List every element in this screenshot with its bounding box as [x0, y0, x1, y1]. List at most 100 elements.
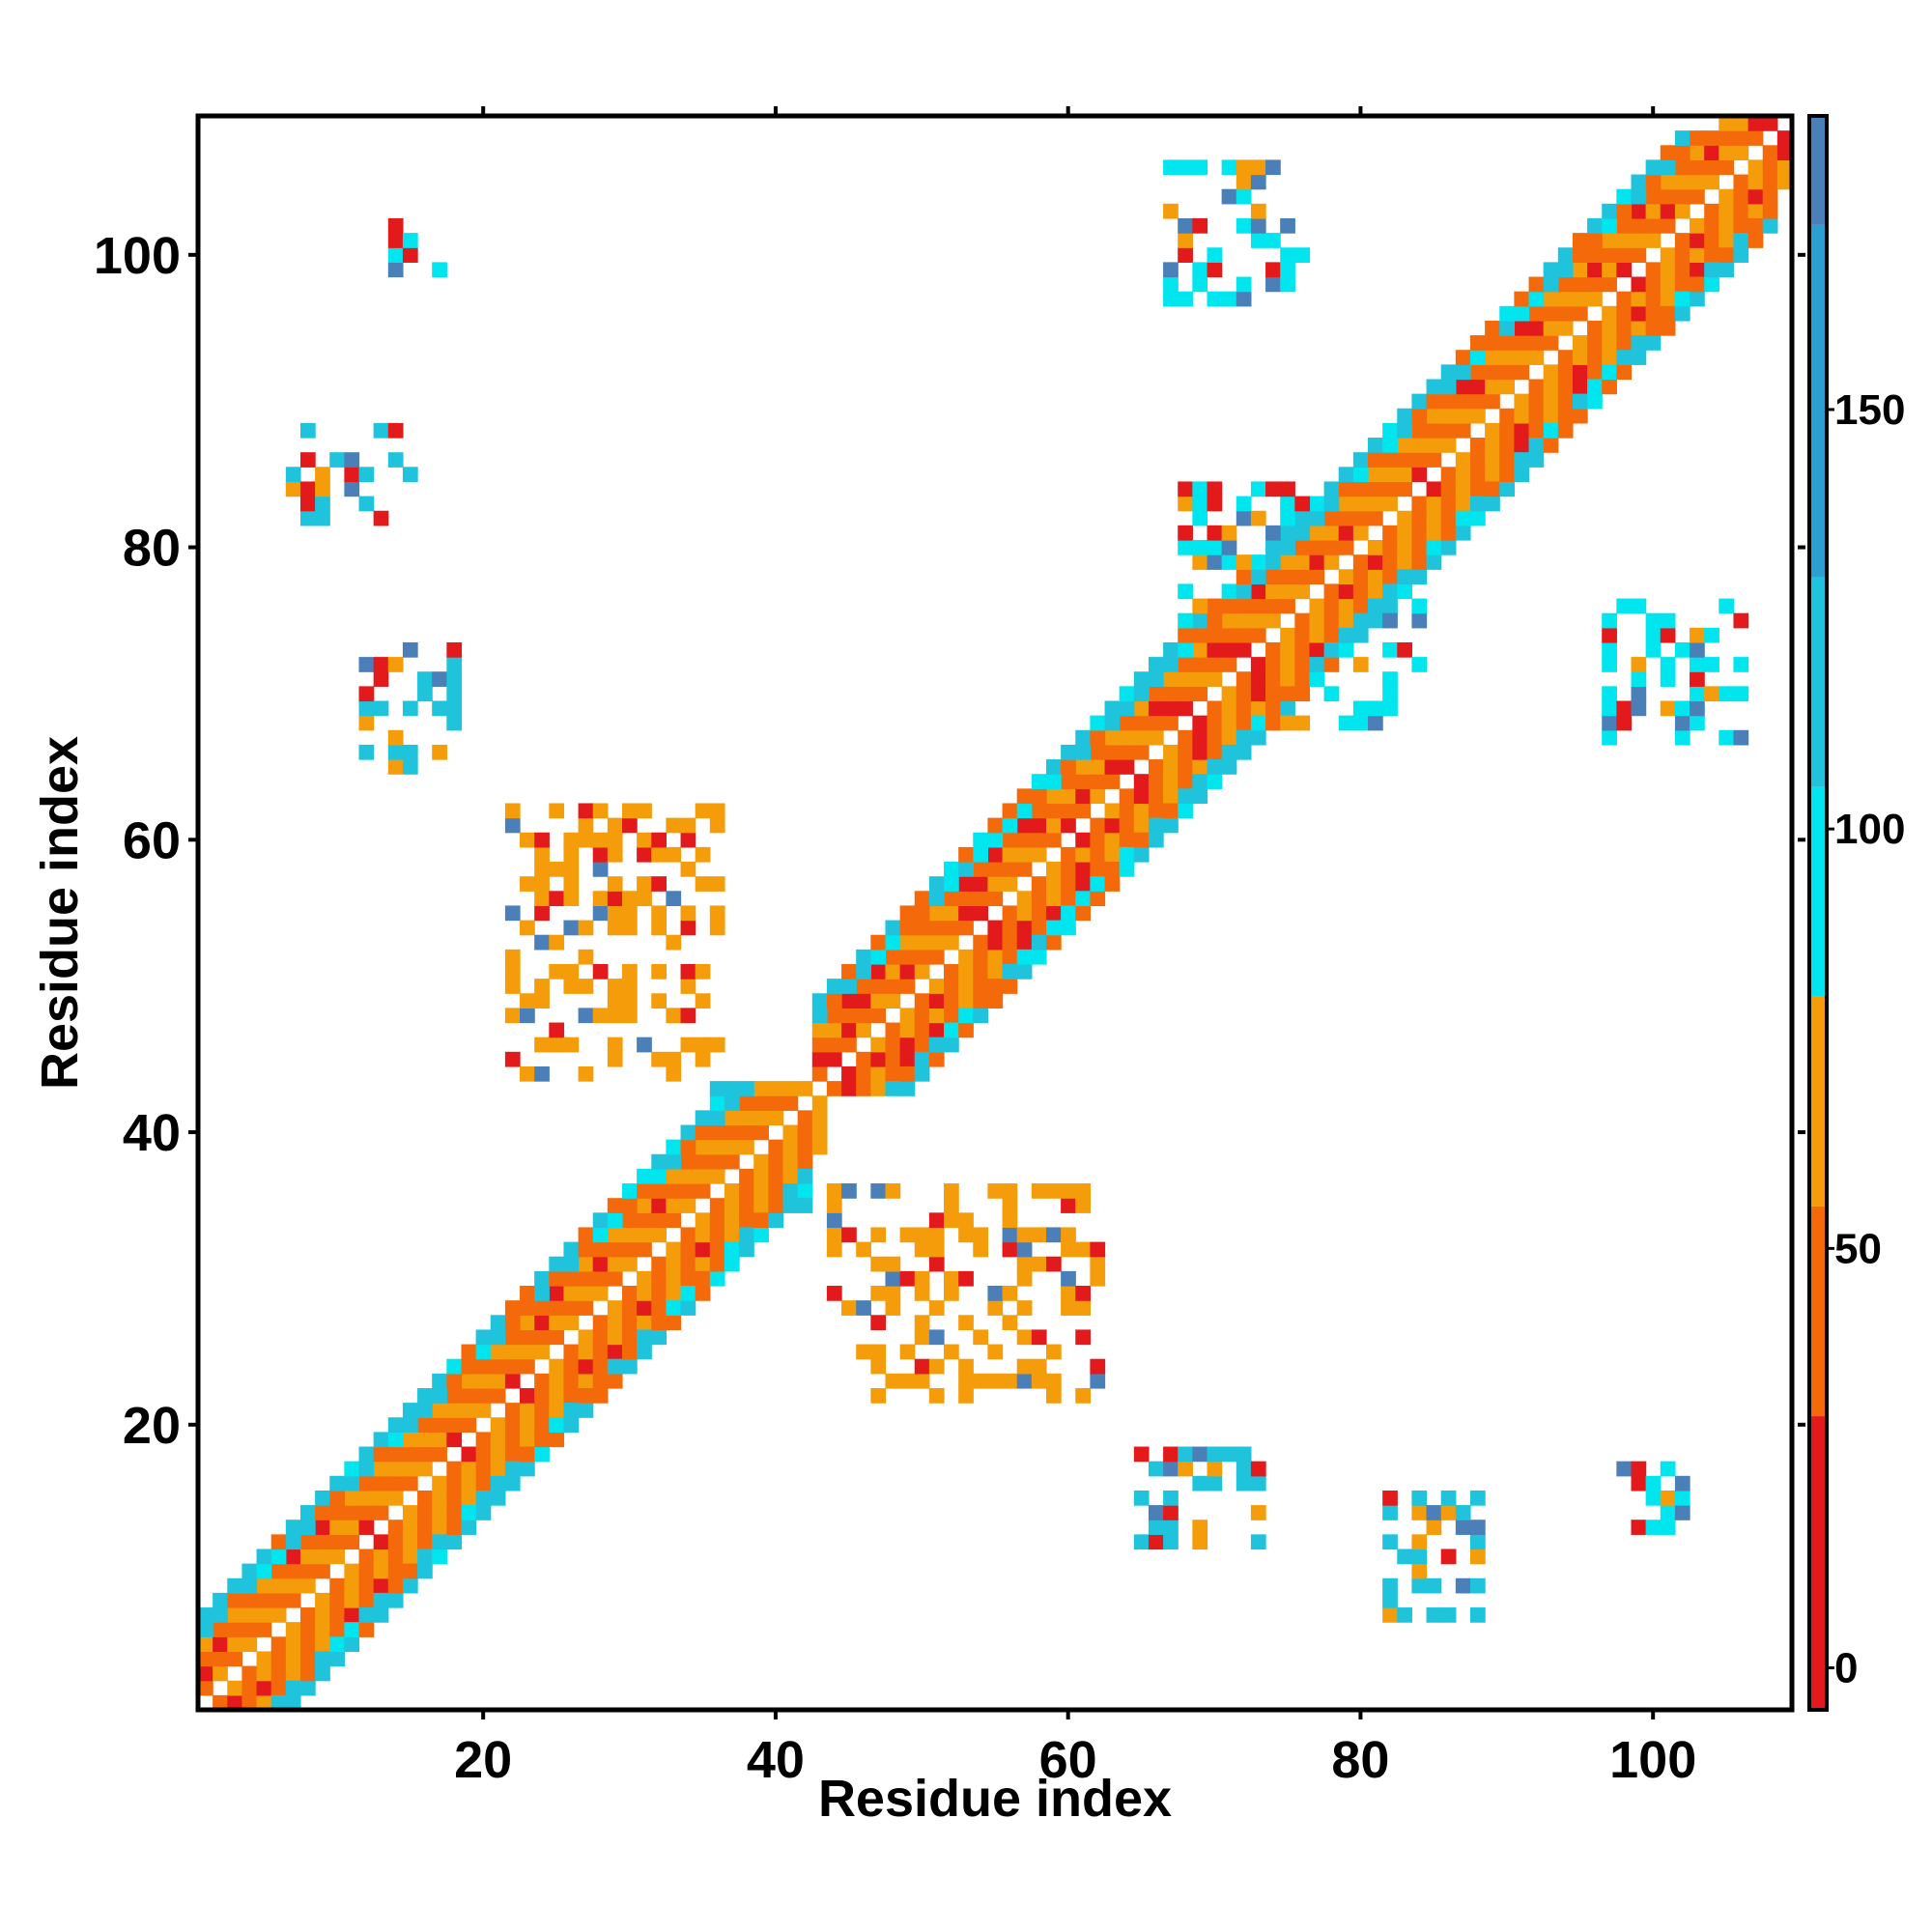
heatmap-cell [1631, 233, 1647, 248]
heatmap-cell [1280, 496, 1295, 512]
heatmap-cell [1265, 554, 1281, 570]
heatmap-cell [607, 1241, 623, 1258]
heatmap-cell [1426, 1607, 1442, 1623]
heatmap-cell [1455, 1577, 1471, 1594]
heatmap-cell [607, 1300, 623, 1316]
heatmap-cell [1690, 291, 1705, 307]
heatmap-cell [578, 1241, 594, 1258]
heatmap-cell [1294, 496, 1311, 512]
heatmap-cell [666, 1168, 682, 1184]
heatmap-cell [315, 467, 330, 483]
heatmap-cell [782, 1153, 799, 1170]
heatmap-cell [256, 1680, 272, 1696]
heatmap-cell [1426, 496, 1442, 512]
heatmap-cell [1704, 130, 1719, 146]
heatmap-cell [578, 817, 594, 834]
heatmap-cell [299, 1563, 316, 1579]
heatmap-cell [914, 949, 930, 965]
heatmap-cell [1148, 803, 1164, 819]
heatmap-cell [1660, 188, 1676, 205]
heatmap-cell [285, 1680, 301, 1696]
heatmap-cell [592, 846, 609, 863]
heatmap-cell [944, 905, 959, 922]
heatmap-cell [870, 1344, 887, 1360]
heatmap-cell [1382, 452, 1398, 468]
heatmap-cell [1514, 408, 1530, 424]
heatmap-cell [1660, 1520, 1676, 1535]
heatmap-cell [534, 1446, 550, 1463]
heatmap-cell [1031, 774, 1047, 789]
heatmap-cell [724, 1081, 740, 1096]
heatmap-cell [709, 817, 725, 834]
heatmap-cell [768, 1183, 784, 1199]
heatmap-cell [914, 1037, 930, 1053]
heatmap-cell [563, 1270, 580, 1287]
heatmap-cell [329, 1534, 345, 1550]
heatmap-cell [1323, 641, 1340, 658]
heatmap-cell [621, 1344, 638, 1360]
heatmap-cell [1178, 233, 1193, 248]
heatmap-cell [1514, 350, 1530, 365]
heatmap-cell [1397, 438, 1413, 453]
heatmap-cell [826, 993, 842, 1009]
heatmap-cell [753, 1153, 769, 1170]
heatmap-cell [504, 1358, 521, 1375]
heatmap-cell [1119, 715, 1135, 731]
heatmap-cell [1250, 217, 1266, 234]
heatmap-cell [1002, 1198, 1018, 1213]
heatmap-cell [695, 1212, 711, 1229]
heatmap-cell [958, 1387, 974, 1404]
heatmap-cell [621, 1227, 638, 1243]
heatmap-cell [1148, 700, 1164, 717]
heatmap-cell [1440, 539, 1457, 555]
heatmap-cell [797, 1110, 813, 1126]
heatmap-cell [1236, 1446, 1252, 1463]
heatmap-cell [841, 1300, 857, 1316]
heatmap-cell [870, 1183, 887, 1199]
heatmap-cell [329, 1505, 345, 1520]
heatmap-cell [856, 1241, 871, 1258]
heatmap-cell [1645, 217, 1662, 234]
heatmap-cell [549, 934, 565, 951]
heatmap-cell [285, 1548, 301, 1565]
heatmap-cell [607, 1373, 623, 1389]
heatmap-cell [373, 422, 389, 439]
heatmap-cell [651, 1183, 668, 1199]
heatmap-cell [1426, 525, 1442, 541]
heatmap-cell [461, 1520, 477, 1535]
heatmap-cell [270, 1680, 287, 1696]
heatmap-cell [1528, 320, 1545, 336]
heatmap-cell [1660, 1461, 1676, 1477]
heatmap-cell [1704, 686, 1719, 702]
heatmap-cell [1031, 891, 1047, 907]
heatmap-cell [768, 1139, 784, 1155]
heatmap-cell [1704, 174, 1719, 190]
heatmap-cell [387, 744, 404, 760]
heatmap-cell [1163, 291, 1179, 307]
heatmap-cell [637, 1300, 652, 1316]
heatmap-cell [578, 832, 594, 848]
heatmap-cell [637, 832, 652, 848]
heatmap-cell [1045, 862, 1062, 877]
heatmap-cell [1133, 846, 1150, 863]
heatmap-cell [1309, 510, 1325, 526]
heatmap-cell [1382, 598, 1398, 614]
heatmap-cell [841, 1183, 857, 1199]
heatmap-cell [987, 817, 1004, 834]
heatmap-cell [213, 1607, 228, 1623]
x-tick-label: 60 [1039, 1731, 1097, 1789]
heatmap-cell [1221, 627, 1237, 643]
heatmap-cell [1426, 408, 1442, 424]
heatmap-cell [1514, 320, 1530, 336]
heatmap-cell [534, 1387, 550, 1404]
heatmap-cell [373, 1534, 389, 1550]
heatmap-cell [213, 1592, 228, 1608]
heatmap-cell [1016, 891, 1033, 907]
heatmap-cell [1528, 350, 1545, 365]
heatmap-cell [928, 949, 945, 965]
heatmap-cell [1440, 1505, 1457, 1520]
heatmap-cell [1499, 364, 1515, 381]
heatmap-cell [1250, 627, 1266, 643]
heatmap-cell [870, 949, 887, 965]
heatmap-cell [856, 949, 871, 965]
